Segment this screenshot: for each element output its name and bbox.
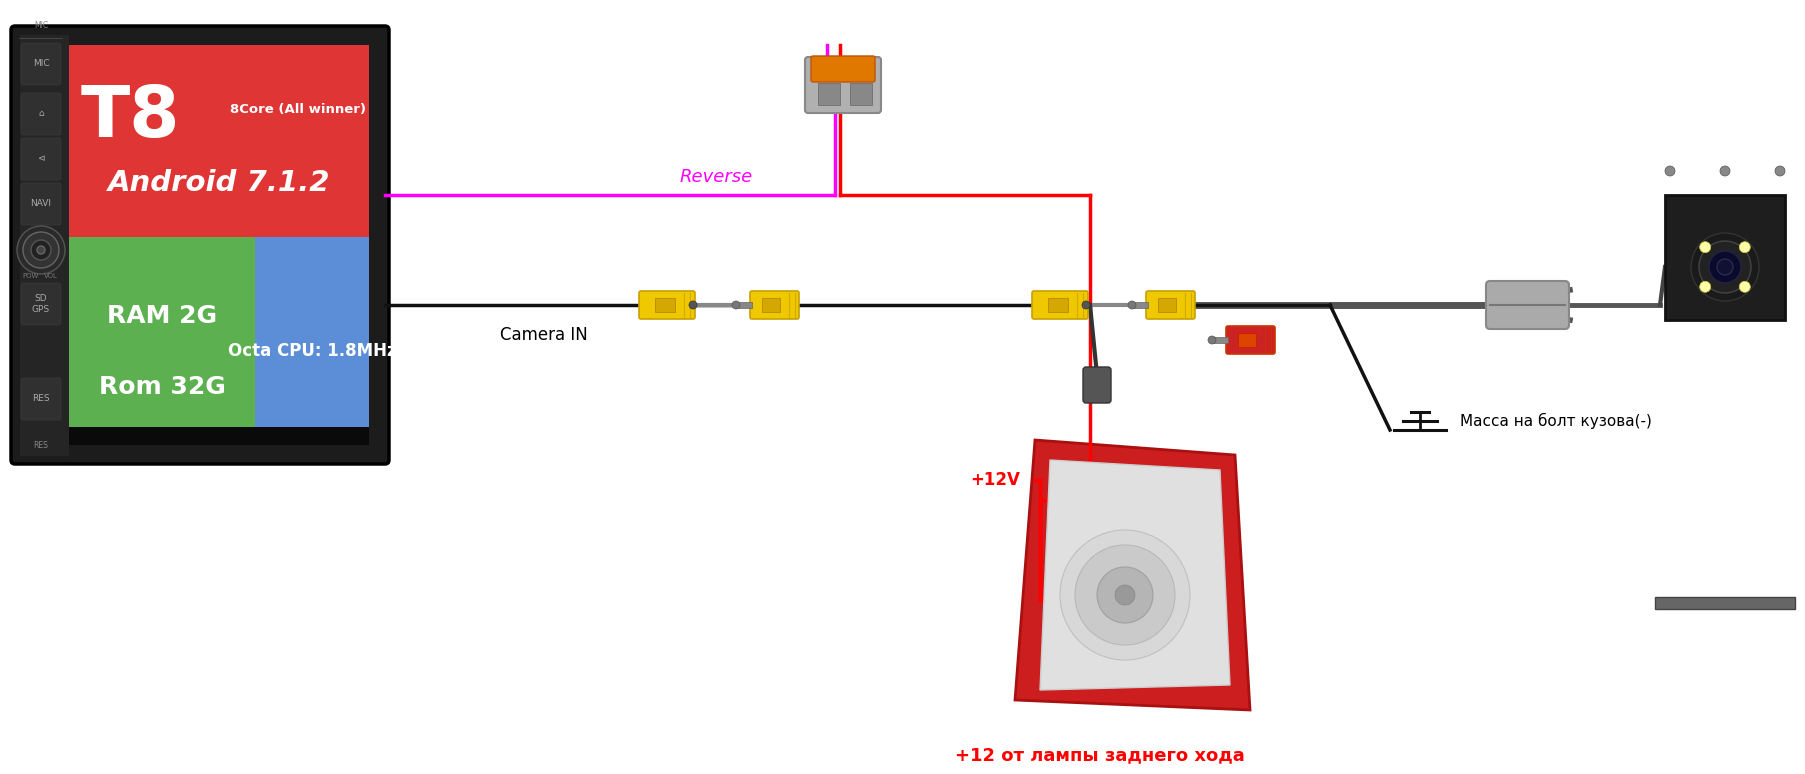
Text: ⌂: ⌂ xyxy=(38,109,43,118)
Text: RES: RES xyxy=(34,441,49,450)
Circle shape xyxy=(1081,301,1090,309)
Text: SD
GPS: SD GPS xyxy=(32,294,51,313)
Circle shape xyxy=(23,232,60,268)
Text: VOL: VOL xyxy=(43,273,58,279)
FancyBboxPatch shape xyxy=(22,183,61,225)
Text: Octa CPU: 1.8MHz: Octa CPU: 1.8MHz xyxy=(227,342,395,361)
Circle shape xyxy=(1738,241,1749,252)
Text: NAVI: NAVI xyxy=(31,200,52,208)
Bar xyxy=(818,83,839,105)
FancyBboxPatch shape xyxy=(1486,281,1569,329)
Circle shape xyxy=(1664,166,1673,176)
Circle shape xyxy=(1689,233,1758,301)
Bar xyxy=(255,237,368,445)
Text: +12V: +12V xyxy=(969,471,1020,489)
Bar xyxy=(850,83,872,105)
FancyBboxPatch shape xyxy=(1226,326,1274,354)
Bar xyxy=(762,298,780,312)
Circle shape xyxy=(1128,301,1135,309)
Circle shape xyxy=(731,301,740,309)
Circle shape xyxy=(36,246,45,254)
Text: ⊲: ⊲ xyxy=(38,155,45,163)
FancyBboxPatch shape xyxy=(11,26,388,464)
Bar xyxy=(69,427,368,445)
FancyBboxPatch shape xyxy=(22,93,61,135)
Bar xyxy=(1157,298,1175,312)
FancyBboxPatch shape xyxy=(22,378,61,420)
Bar xyxy=(69,45,368,237)
Text: POW: POW xyxy=(23,273,40,279)
Bar xyxy=(69,237,255,445)
Bar xyxy=(1211,337,1227,343)
Bar xyxy=(1236,333,1254,347)
Circle shape xyxy=(1699,241,1751,293)
Text: 8Core (All winner): 8Core (All winner) xyxy=(229,104,366,116)
Text: +12 от лампы заднего хода: +12 от лампы заднего хода xyxy=(955,746,1244,764)
Text: MIC: MIC xyxy=(32,60,49,69)
Circle shape xyxy=(1717,259,1733,275)
Circle shape xyxy=(1074,545,1175,645)
Circle shape xyxy=(1708,251,1740,283)
Bar xyxy=(69,45,368,445)
FancyBboxPatch shape xyxy=(1664,195,1783,320)
Circle shape xyxy=(1699,281,1709,293)
Circle shape xyxy=(1738,281,1749,293)
Circle shape xyxy=(1774,166,1783,176)
Circle shape xyxy=(1208,336,1215,344)
FancyBboxPatch shape xyxy=(22,43,61,85)
Circle shape xyxy=(1114,585,1134,605)
Circle shape xyxy=(690,301,697,309)
Circle shape xyxy=(31,240,51,260)
Text: Reverse: Reverse xyxy=(680,168,753,186)
Polygon shape xyxy=(1653,597,1794,609)
Text: MIC: MIC xyxy=(34,21,49,30)
Text: Camera IN: Camera IN xyxy=(500,326,587,344)
FancyBboxPatch shape xyxy=(639,291,695,319)
Circle shape xyxy=(16,226,65,274)
Text: Rom 32G: Rom 32G xyxy=(99,375,226,399)
Bar xyxy=(1132,302,1148,308)
Text: Android 7.1.2: Android 7.1.2 xyxy=(108,170,330,197)
FancyBboxPatch shape xyxy=(22,283,61,325)
Text: Масса на болт кузова(-): Масса на болт кузова(-) xyxy=(1458,413,1652,429)
Text: T8: T8 xyxy=(81,84,180,152)
Circle shape xyxy=(1718,166,1729,176)
FancyBboxPatch shape xyxy=(1083,367,1110,403)
Bar xyxy=(736,302,751,308)
Bar xyxy=(20,34,69,456)
Circle shape xyxy=(1096,567,1152,623)
FancyBboxPatch shape xyxy=(1146,291,1195,319)
Bar xyxy=(1047,298,1067,312)
FancyBboxPatch shape xyxy=(1031,291,1087,319)
Circle shape xyxy=(1060,530,1189,660)
Text: RES: RES xyxy=(32,395,51,403)
Polygon shape xyxy=(1040,460,1229,690)
FancyBboxPatch shape xyxy=(805,57,881,113)
Text: RAM 2G: RAM 2G xyxy=(106,304,217,328)
FancyBboxPatch shape xyxy=(810,56,874,82)
Bar xyxy=(655,298,675,312)
FancyBboxPatch shape xyxy=(22,138,61,180)
FancyBboxPatch shape xyxy=(749,291,798,319)
Polygon shape xyxy=(1014,440,1249,710)
Circle shape xyxy=(1699,241,1709,252)
